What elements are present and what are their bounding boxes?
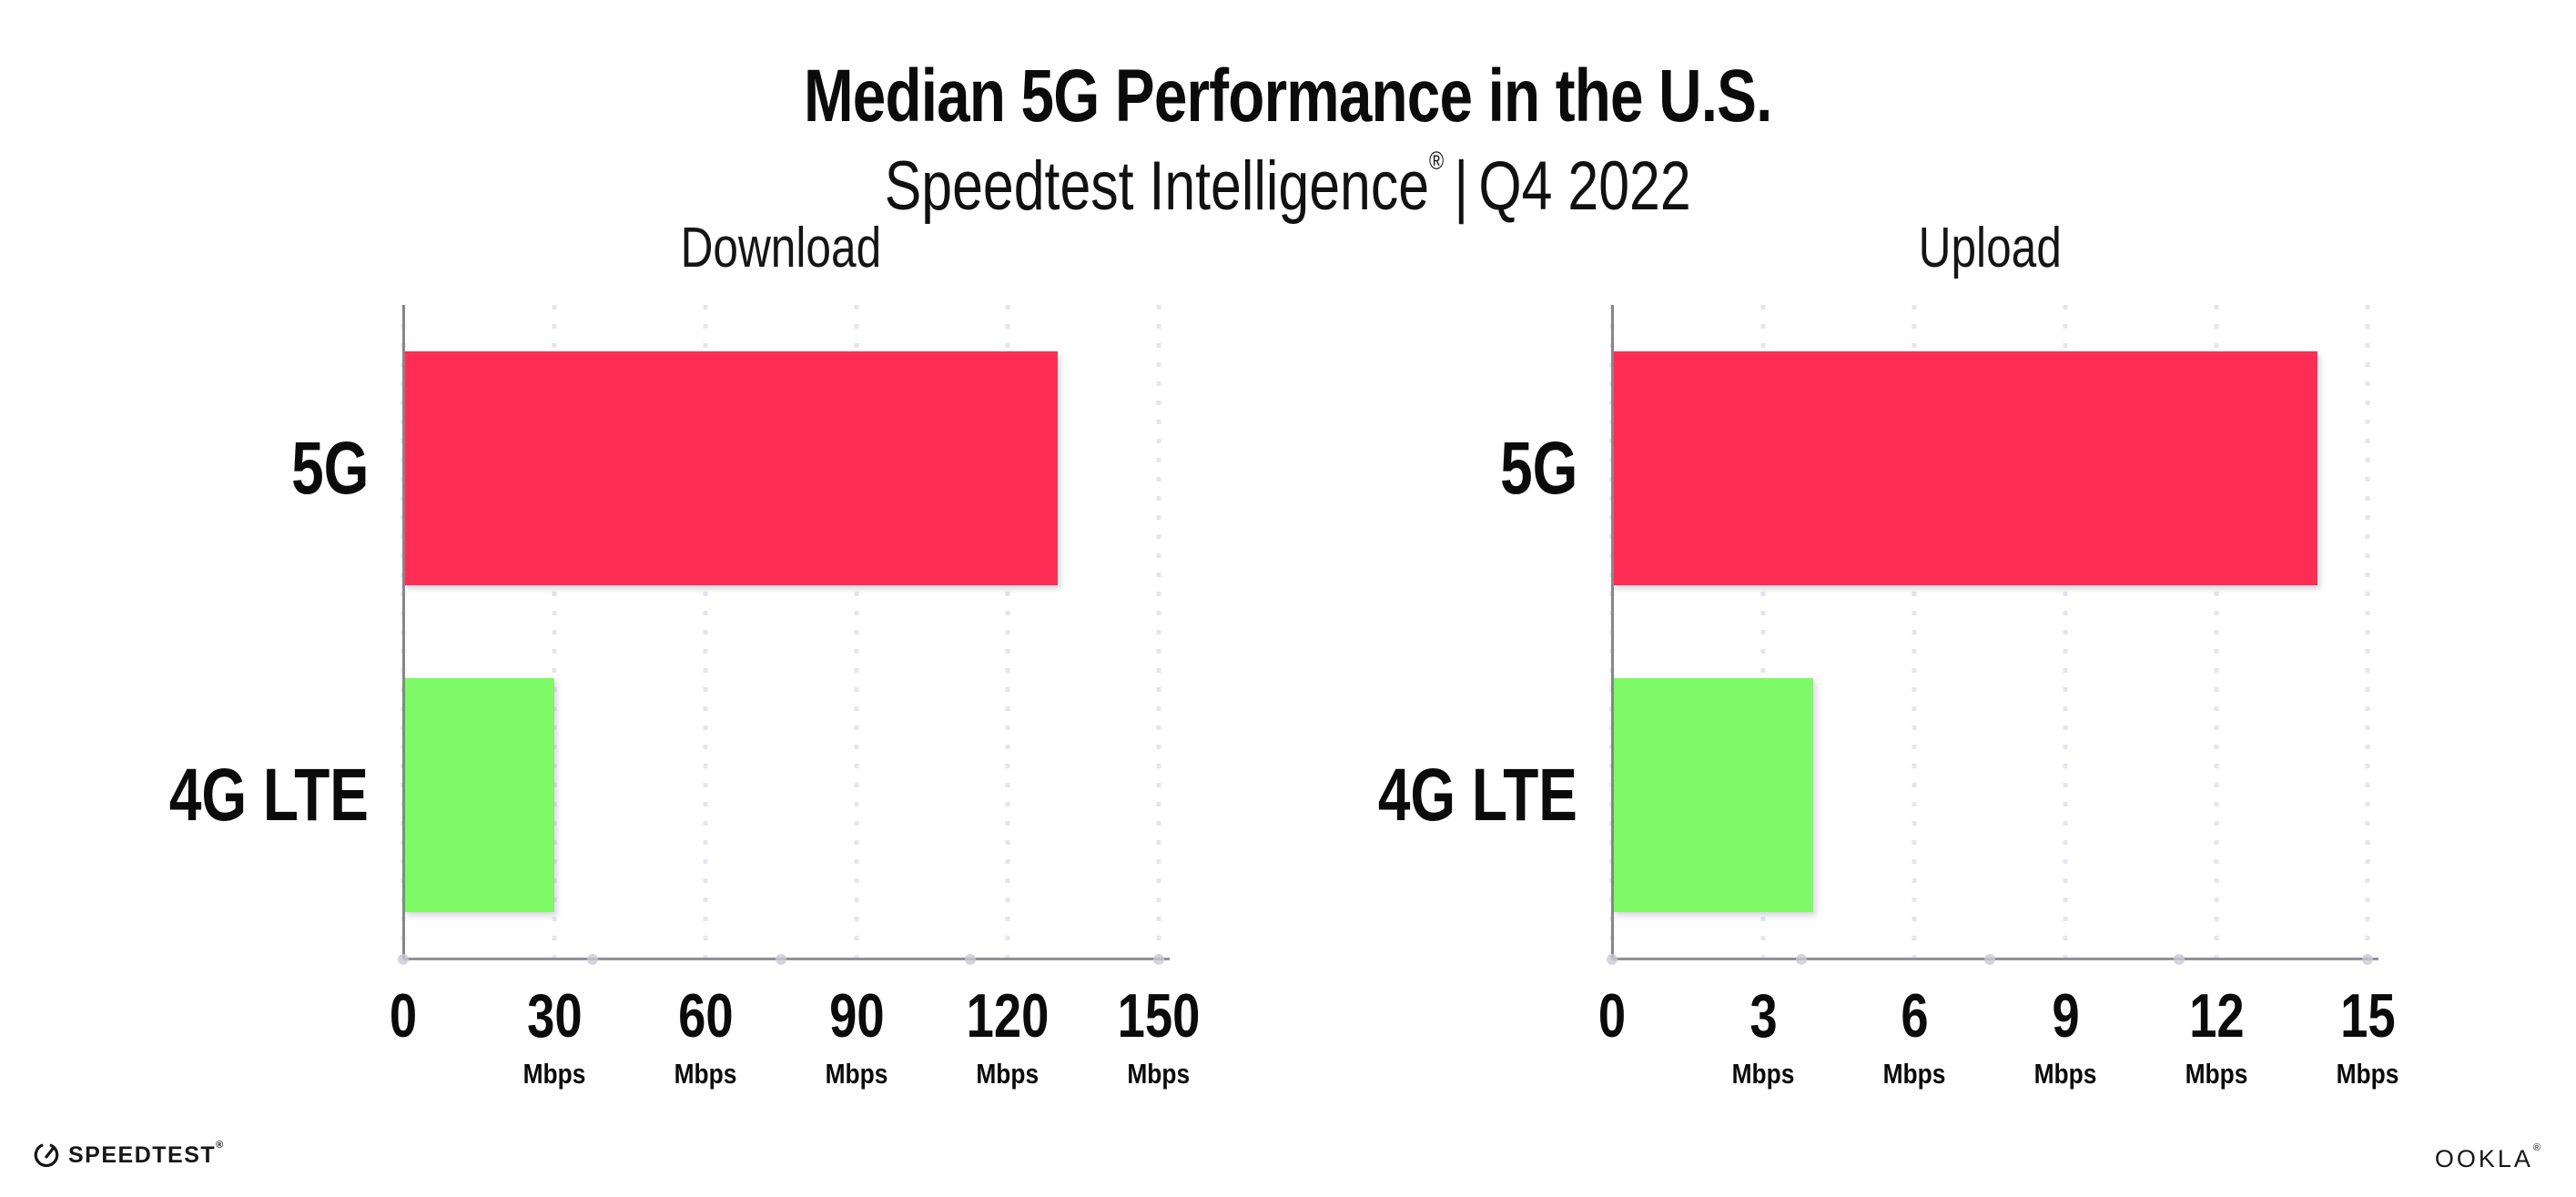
x-tick-12: 12 Mbps <box>2180 985 2254 1088</box>
upload-y-axis-line <box>1611 305 1614 959</box>
category-label-4g-lte: 4G LTE <box>1377 753 1577 837</box>
x-tick-unit: Mbps <box>976 1058 1040 1090</box>
axis-tick-dot <box>1795 954 1807 965</box>
x-tick-unit: Mbps <box>1882 1058 1946 1090</box>
bar-5g <box>403 351 1059 585</box>
bar-4g-lte <box>1612 678 1814 912</box>
x-tick-60: 60 Mbps <box>669 985 743 1088</box>
category-label-5g: 5G <box>1499 426 1577 510</box>
x-tick-value: 3 <box>1749 981 1778 1050</box>
gridline-12 <box>2214 305 2219 959</box>
axis-tick-dot <box>398 954 409 965</box>
x-tick-unit: Mbps <box>2336 1058 2399 1090</box>
x-tick-unit: Mbps <box>825 1058 888 1090</box>
gridline-3 <box>1760 305 1766 959</box>
gridline-90 <box>854 305 859 959</box>
download-x-axis-ticks: 0 30 Mbps 60 Mbps 90 Mbps 120 Mbps 150 Mbps <box>390 985 1201 1121</box>
axis-tick-dot <box>1984 954 1995 965</box>
registered-trademark-mark: ® <box>1429 147 1445 176</box>
gridline-30 <box>552 305 557 959</box>
x-tick-6: 6 Mbps <box>1878 985 1952 1088</box>
x-tick-3: 3 Mbps <box>1727 985 1800 1088</box>
download-x-axis-line <box>403 958 1170 960</box>
x-tick-120: 120 Mbps <box>956 985 1059 1088</box>
x-tick-value: 150 <box>1117 981 1201 1050</box>
x-tick-value: 30 <box>526 981 583 1050</box>
ookla-registered-mark: ® <box>2532 1142 2543 1153</box>
x-tick-0: 0 <box>386 985 421 1047</box>
upload-x-axis-ticks: 0 3 Mbps 6 Mbps 9 Mbps 12 Mbps 15 Mbps <box>1598 985 2399 1121</box>
upload-x-axis-line <box>1612 958 2378 960</box>
x-tick-15: 15 Mbps <box>2331 985 2405 1088</box>
x-tick-value: 60 <box>677 981 734 1050</box>
subtitle-product: Speedtest Intelligence <box>885 147 1430 226</box>
x-tick-value: 0 <box>389 981 418 1050</box>
upload-category-labels: 5G 4G LTE <box>1213 305 1577 959</box>
axis-tick-dot <box>2173 954 2185 965</box>
gridline-60 <box>703 305 708 959</box>
bar-4g-lte <box>403 678 554 912</box>
x-tick-0: 0 <box>1595 985 1629 1047</box>
download-plot-area <box>398 305 1170 965</box>
subtitle-period: Q4 2022 <box>1478 147 1691 226</box>
category-label-4g-lte: 4G LTE <box>168 753 369 837</box>
axis-tick-dot <box>2362 954 2373 965</box>
x-tick-value: 12 <box>2188 981 2245 1050</box>
download-y-axis-line <box>402 305 405 959</box>
upload-chart-title: Upload <box>1918 217 2062 279</box>
upload-plot-area <box>1607 305 2378 965</box>
ookla-wordmark: OOKLA <box>2434 1145 2533 1172</box>
category-label-5g: 5G <box>290 426 369 510</box>
x-tick-9: 9 Mbps <box>2029 985 2103 1088</box>
subtitle-separator: | <box>1454 147 1469 226</box>
speedtest-logo: SPEEDTEST® <box>33 1139 225 1169</box>
page-title: Median 5G Performance in the U.S. <box>0 54 2576 137</box>
gridline-120 <box>1005 305 1010 959</box>
axis-tick-dot <box>964 954 976 965</box>
x-tick-150: 150 Mbps <box>1107 985 1210 1088</box>
x-tick-90: 90 Mbps <box>820 985 894 1088</box>
x-tick-value: 0 <box>1597 981 1627 1050</box>
download-chart-title: Download <box>680 217 882 279</box>
page-subtitle: Speedtest Intelligence® | Q4 2022 <box>0 147 2576 226</box>
axis-tick-dot <box>776 954 786 965</box>
speedtest-gauge-icon <box>33 1141 60 1169</box>
gridline-6 <box>1912 305 1917 959</box>
x-tick-value: 6 <box>1900 981 1929 1050</box>
axis-tick-dot <box>1607 954 1618 965</box>
gridline-150 <box>1156 305 1161 959</box>
page-title-text: Median 5G Performance in the U.S. <box>804 54 1772 137</box>
speedtest-registered-mark: ® <box>216 1139 225 1151</box>
axis-tick-dot <box>586 954 598 965</box>
x-tick-unit: Mbps <box>1731 1058 1795 1090</box>
speedtest-wordmark: SPEEDTEST® <box>68 1139 225 1168</box>
x-tick-value: 9 <box>2051 981 2080 1050</box>
x-tick-value: 90 <box>828 981 885 1050</box>
x-tick-unit: Mbps <box>2033 1058 2097 1090</box>
x-tick-unit: Mbps <box>1127 1058 1191 1090</box>
axis-tick-dot <box>1153 954 1164 965</box>
x-tick-unit: Mbps <box>2185 1058 2248 1090</box>
gridline-9 <box>2063 305 2068 959</box>
x-tick-value: 120 <box>966 981 1050 1050</box>
gridline-15 <box>2365 305 2370 959</box>
x-tick-unit: Mbps <box>674 1058 737 1090</box>
x-tick-unit: Mbps <box>522 1058 586 1090</box>
bar-5g <box>1612 351 2317 585</box>
download-category-labels: 5G 4G LTE <box>5 305 369 959</box>
x-tick-value: 15 <box>2339 981 2396 1050</box>
x-tick-30: 30 Mbps <box>518 985 592 1088</box>
ookla-logo: OOKLA® <box>2434 1142 2543 1173</box>
